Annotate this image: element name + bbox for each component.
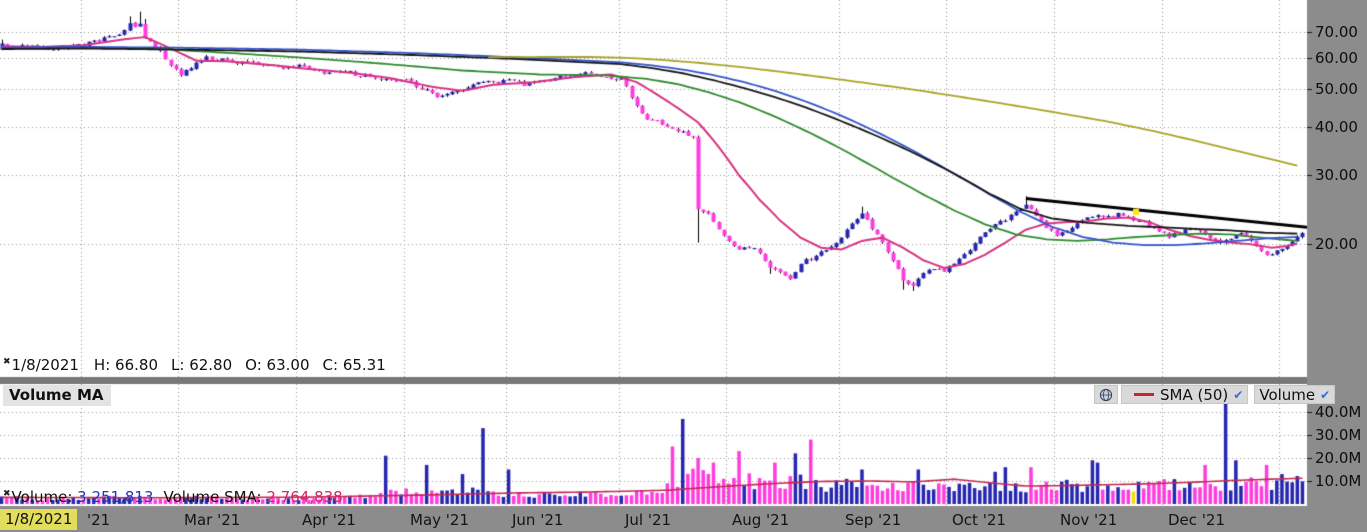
volume-sma-label: Volume SMA: [163, 488, 262, 506]
close-icon[interactable]: ✖ [3, 357, 11, 367]
volume-tick-label: 40.0M [1315, 403, 1362, 421]
legend-sma-item[interactable]: SMA (50) ✔ [1121, 385, 1249, 404]
price-tick-label: 60.00 [1315, 49, 1358, 67]
volume-dropdown-check-icon[interactable]: ✔ [1320, 387, 1331, 402]
month-label: May '21 [410, 511, 469, 529]
low-label: L: [171, 356, 185, 374]
volume-label: Volume: [11, 488, 73, 506]
month-label: Aug '21 [732, 511, 790, 529]
ohlc-readout: ✖1/8/2021 H: 66.80 L: 62.80 O: 63.00 C: 65.3… [3, 356, 399, 374]
price-tick-label: 30.00 [1315, 166, 1358, 184]
month-label: Jul '21 [625, 511, 672, 529]
month-label: Sep '21 [845, 511, 902, 529]
price-tick-label: 40.00 [1315, 118, 1358, 136]
volume-legend: SMA (50) ✔ Volume ✔ [1094, 385, 1336, 404]
legend-settings-button[interactable] [1094, 385, 1118, 404]
month-label: Apr '21 [302, 511, 356, 529]
close-icon[interactable]: ✖ [3, 489, 11, 499]
month-label: Nov '21 [1060, 511, 1118, 529]
sma-dropdown-check-icon[interactable]: ✔ [1233, 387, 1244, 402]
volume-tick-label: 10.0M [1315, 472, 1362, 490]
close-label: C: [322, 356, 339, 374]
volume-tick-label: 20.0M [1315, 449, 1362, 467]
legend-volume-label: Volume [1259, 385, 1316, 404]
volume-sma-value: 2,764,838 [266, 488, 343, 506]
volume-tick-label: 30.0M [1315, 426, 1362, 444]
close-value: 65.31 [342, 356, 386, 374]
volume-value: 3,251,813 [77, 488, 154, 506]
volume-panel-title: Volume MA [3, 385, 112, 406]
month-label: '21 [87, 511, 111, 529]
legend-sma-label: SMA (50) [1160, 385, 1229, 404]
price-tick-label: 70.00 [1315, 23, 1358, 41]
ohlc-date: 1/8/2021 [11, 356, 79, 374]
price-tick-label: 20.00 [1315, 235, 1358, 253]
globe-icon [1099, 388, 1113, 402]
sma-line-sample-icon [1134, 393, 1154, 396]
high-label: H: [93, 356, 111, 374]
month-label: Mar '21 [184, 511, 241, 529]
high-value: 66.80 [115, 356, 158, 374]
price-tick-label: 50.00 [1315, 80, 1358, 98]
open-value: 63.00 [266, 356, 310, 374]
low-value: 62.80 [189, 356, 233, 374]
open-label: O: [245, 356, 262, 374]
selected-date-badge: 1/8/2021 [0, 509, 78, 530]
month-label: Oct '21 [952, 511, 1006, 529]
month-label: Jun '21 [512, 511, 564, 529]
volume-readout: ✖Volume: 3,251,813 Volume SMA: 2,764,838 [3, 488, 343, 506]
month-label: Dec '21 [1168, 511, 1226, 529]
legend-volume-item[interactable]: Volume ✔ [1254, 385, 1336, 404]
